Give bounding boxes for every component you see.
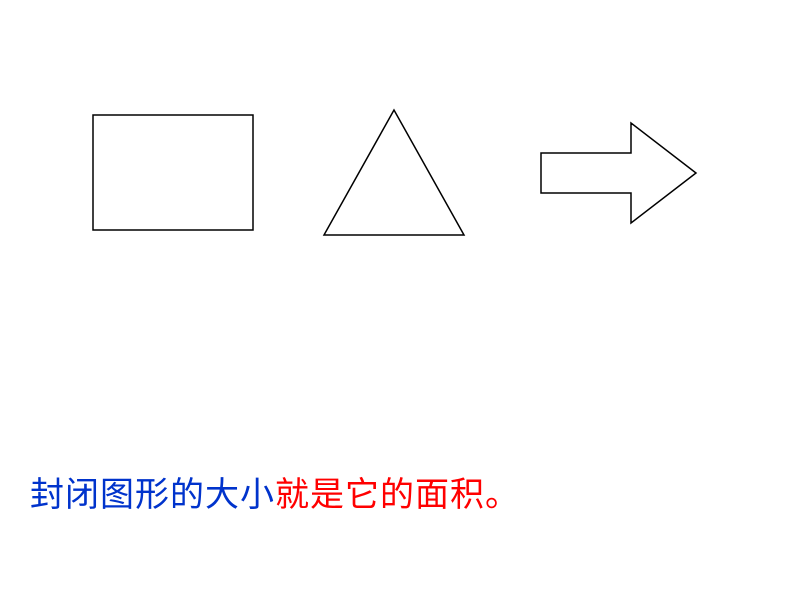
caption-part1: 封闭图形的大小 [30, 477, 275, 514]
shapes-row [0, 100, 794, 245]
rectangle-shape [88, 110, 258, 235]
caption-part2: 就是它的面积。 [275, 477, 520, 514]
triangle-svg [314, 100, 474, 245]
rectangle-svg [88, 110, 258, 235]
caption-text: 封闭图形的大小就是它的面积。 [30, 467, 520, 516]
arrow-svg [531, 108, 706, 238]
triangle-shape [314, 100, 474, 245]
arrow-shape [531, 108, 706, 238]
